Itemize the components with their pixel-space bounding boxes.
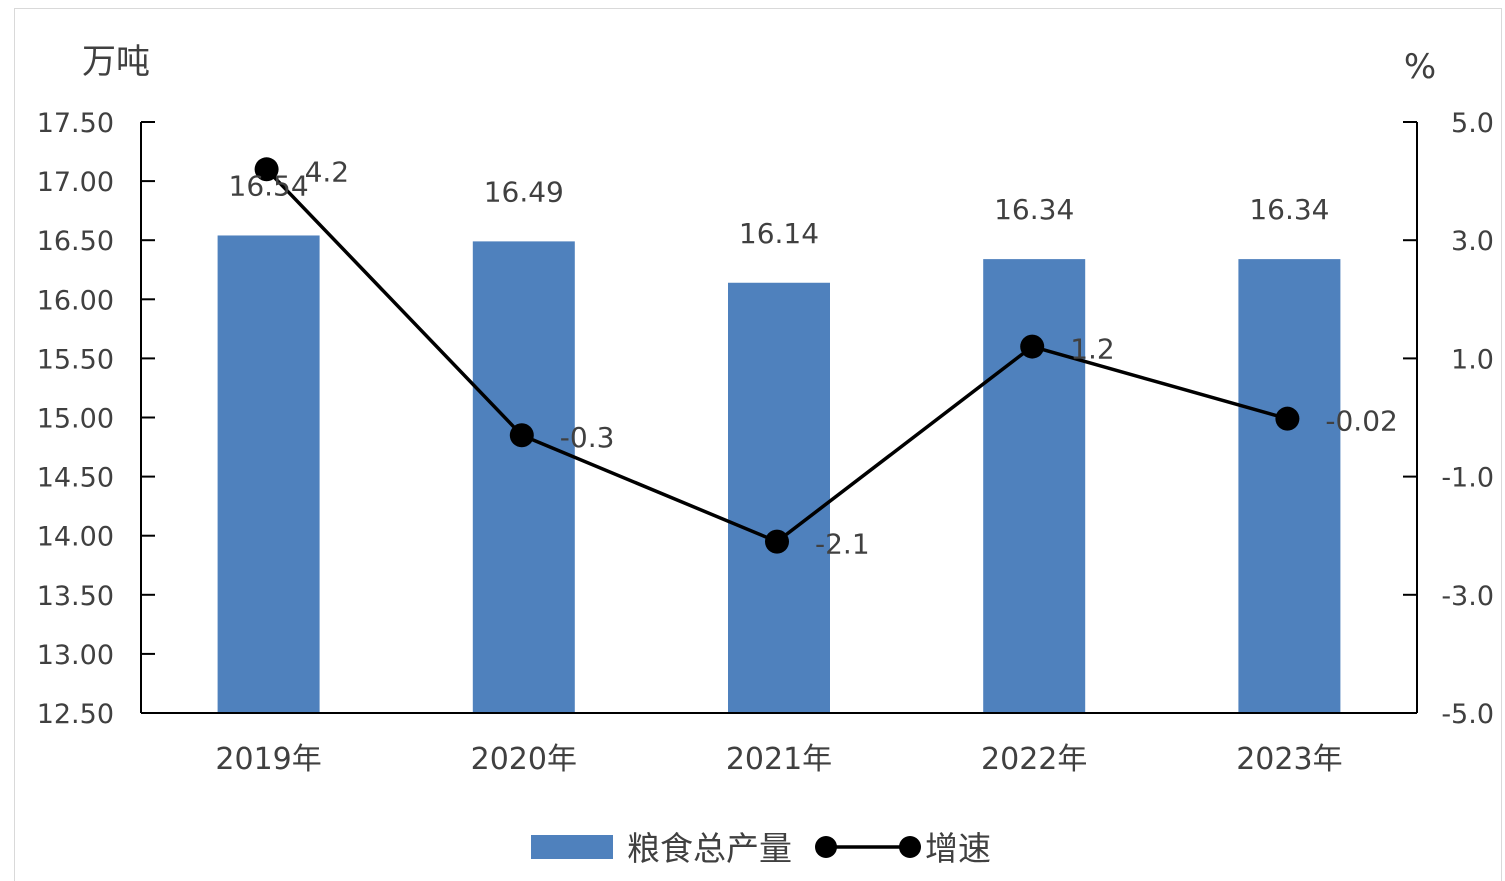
right-tick-label: -1.0 — [1441, 463, 1494, 494]
legend-swatch-bar — [531, 835, 613, 859]
left-axis: 12.50 13.00 13.50 14.00 14.50 15.00 15.50 16.00… — [37, 42, 155, 730]
bar-2022 — [983, 259, 1086, 713]
data-labels: 16.54 16.49 16.14 16.34 16.34 4.2 -0.3 -2.1 1.2 -… — [229, 155, 1398, 560]
left-tick-label: 14.00 — [37, 522, 114, 553]
x-tick-label: 2020年 — [471, 742, 577, 777]
bar-2023 — [1238, 259, 1341, 713]
growth-value-label: -2.1 — [815, 528, 870, 561]
legend-marker — [815, 836, 837, 858]
legend-marker — [899, 836, 921, 858]
growth-point — [509, 423, 534, 448]
bar-2020 — [472, 241, 575, 713]
right-tick-label: 5.0 — [1451, 108, 1494, 139]
line-series — [254, 157, 1300, 554]
left-tick-label: 12.50 — [37, 699, 114, 730]
left-tick-label: 13.00 — [37, 640, 114, 671]
legend: 粮食总产量 增速 — [531, 829, 991, 868]
left-tick-label: 17.50 — [37, 108, 114, 139]
right-tick-label: -5.0 — [1441, 699, 1494, 730]
x-tick-label: 2019年 — [215, 742, 321, 777]
right-tick-label: 3.0 — [1451, 226, 1494, 257]
growth-point — [254, 157, 279, 182]
left-tick-label: 15.50 — [37, 344, 114, 375]
bar-value-label: 16.34 — [994, 193, 1074, 226]
left-tick-label: 17.00 — [37, 167, 114, 198]
right-axis: -5.0 -3.0 -1.0 1.0 3.0 5.0% — [1403, 47, 1494, 730]
right-axis-unit: % — [1404, 47, 1436, 87]
growth-value-label: 1.2 — [1070, 333, 1115, 366]
bar-value-label: 16.14 — [739, 217, 819, 250]
x-axis: 2019年 2020年 2021年 2022年 2023年 — [141, 712, 1417, 777]
left-tick-label: 13.50 — [37, 581, 114, 612]
growth-value-label: -0.3 — [560, 421, 615, 454]
growth-value-label: 4.2 — [305, 155, 350, 188]
growth-point — [765, 529, 789, 554]
bar-2019 — [217, 235, 320, 714]
bar-value-label: 16.34 — [1249, 193, 1329, 226]
growth-value-label: -0.02 — [1325, 405, 1397, 438]
bar-series — [217, 235, 1341, 714]
growth-point — [1020, 334, 1045, 359]
bar-value-label: 16.49 — [484, 175, 564, 208]
legend-label-bar: 粮食总产量 — [627, 829, 792, 868]
bar-2021 — [728, 282, 830, 713]
bar-value-label: 16.54 — [229, 169, 309, 202]
left-tick-label: 15.00 — [37, 404, 114, 435]
left-tick-label: 16.00 — [37, 285, 114, 316]
x-tick-label: 2023年 — [1236, 742, 1342, 777]
left-tick-label: 16.50 — [37, 226, 114, 257]
legend-label-line: 增速 — [925, 829, 991, 868]
right-tick-label: 1.0 — [1451, 344, 1494, 375]
growth-point — [1275, 406, 1300, 431]
right-tick-label: -3.0 — [1441, 581, 1494, 612]
x-tick-label: 2021年 — [726, 742, 832, 777]
left-tick-label: 14.50 — [37, 463, 114, 494]
x-tick-label: 2022年 — [981, 742, 1087, 777]
left-axis-unit: 万吨 — [82, 42, 150, 82]
